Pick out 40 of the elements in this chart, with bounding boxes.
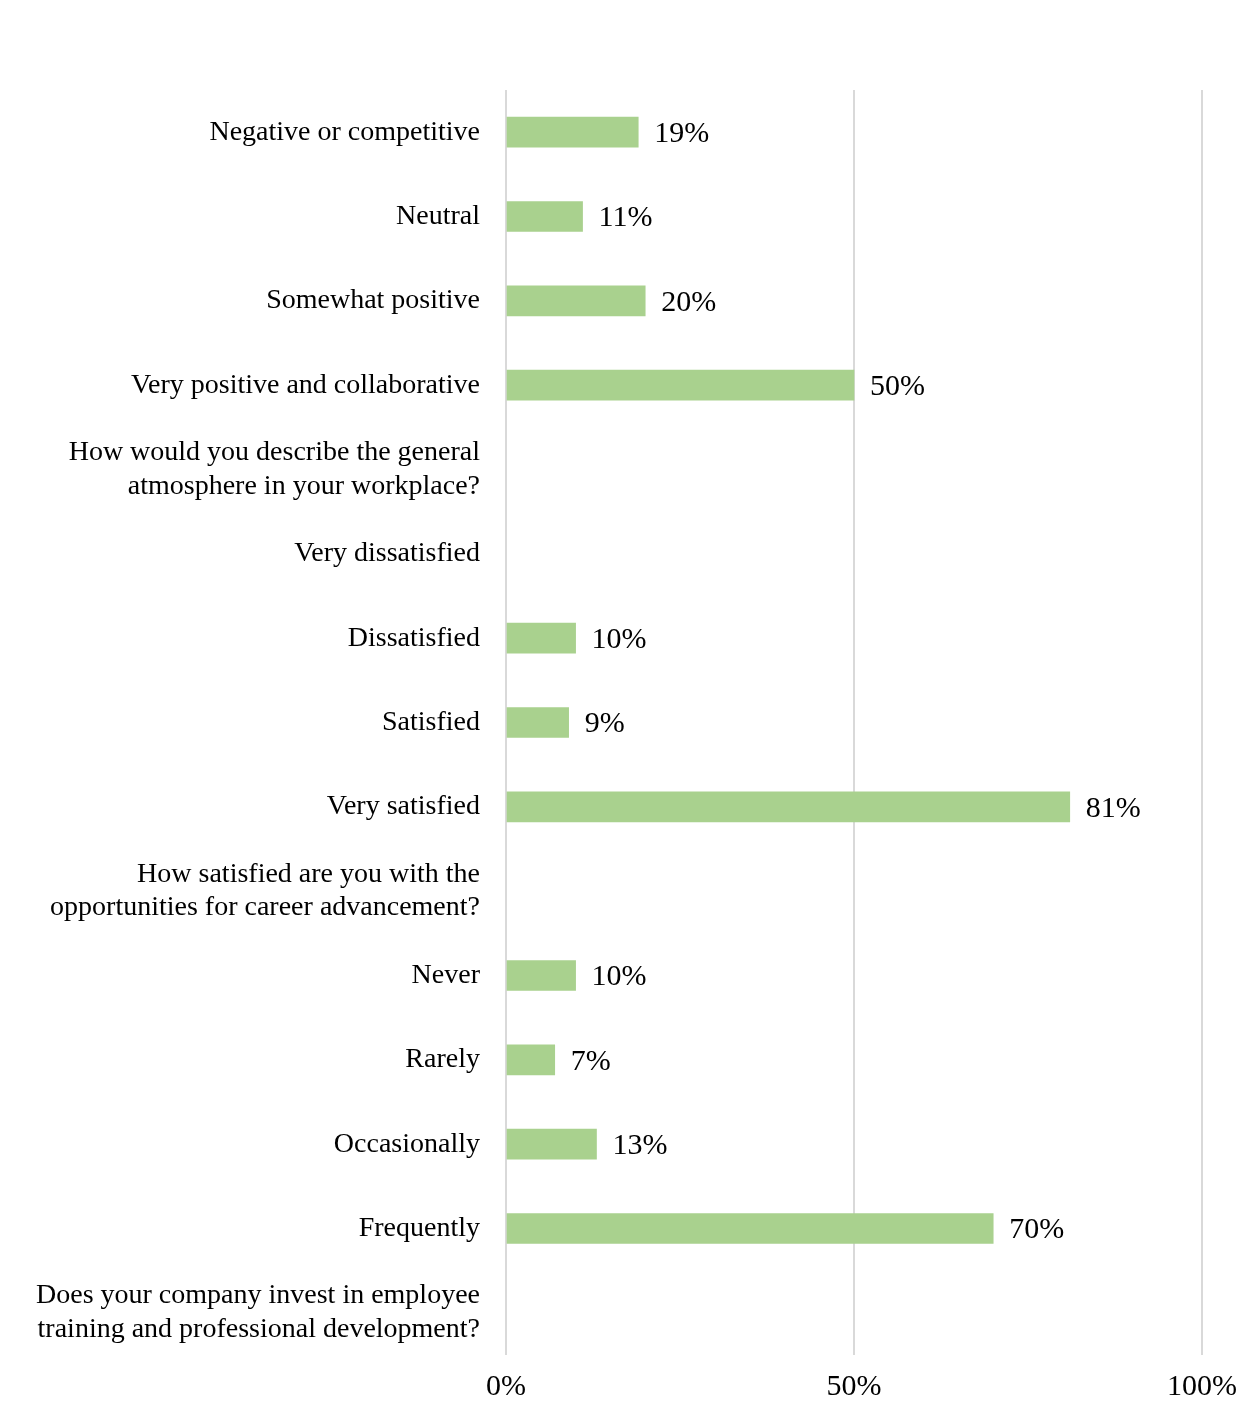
y-tick-label: How would you describe the general atmosphere in your workplace? [68,435,481,500]
data-label: 13% [612,1127,668,1161]
y-tick-label: Very satisfied [326,789,481,821]
data-label: 70% [1009,1211,1065,1245]
bar [506,1044,556,1076]
x-tick-label: 100% [1167,1367,1237,1401]
y-tick-label: Dissatisfied [347,620,481,652]
y-tick-label: Never [411,957,481,989]
y-tick-label: Satisfied [382,704,481,736]
y-tick-label: Does your company invest in employee training and professional development? [35,1278,481,1343]
y-tick-label: Very dissatisfied [294,536,481,568]
bar [506,1213,994,1244]
data-label: 50% [870,368,926,402]
bar [506,1128,597,1160]
y-tick-label: Frequently [358,1210,481,1242]
bar [506,369,855,401]
y-tick-label: Negative or competitive [209,114,481,146]
y-tick-label: Very positive and collaborative [130,367,481,399]
y-tick-label: Rarely [405,1042,481,1074]
bar [506,707,569,738]
y-tick-label: Neutral [396,198,481,230]
data-label: 81% [1085,789,1141,823]
data-label: 20% [661,283,717,317]
bar [506,960,576,991]
bar [506,285,646,317]
x-tick-label: 50% [826,1367,882,1401]
y-tick-label: Occasionally [333,1126,481,1158]
data-label: 19% [654,115,710,149]
bar [506,791,1071,823]
bar [506,622,576,654]
y-tick-label: How satisfied are you with the opportunities for career advancement? [50,856,481,922]
data-label: 9% [584,705,625,739]
data-label: 7% [570,1042,611,1076]
bar [506,116,639,148]
data-label: 10% [591,621,647,655]
data-label: 11% [598,199,653,233]
bar [506,201,583,232]
data-label: 10% [591,958,647,992]
y-tick-label: Somewhat positive [266,283,481,315]
x-tick-label: 0% [486,1367,527,1401]
